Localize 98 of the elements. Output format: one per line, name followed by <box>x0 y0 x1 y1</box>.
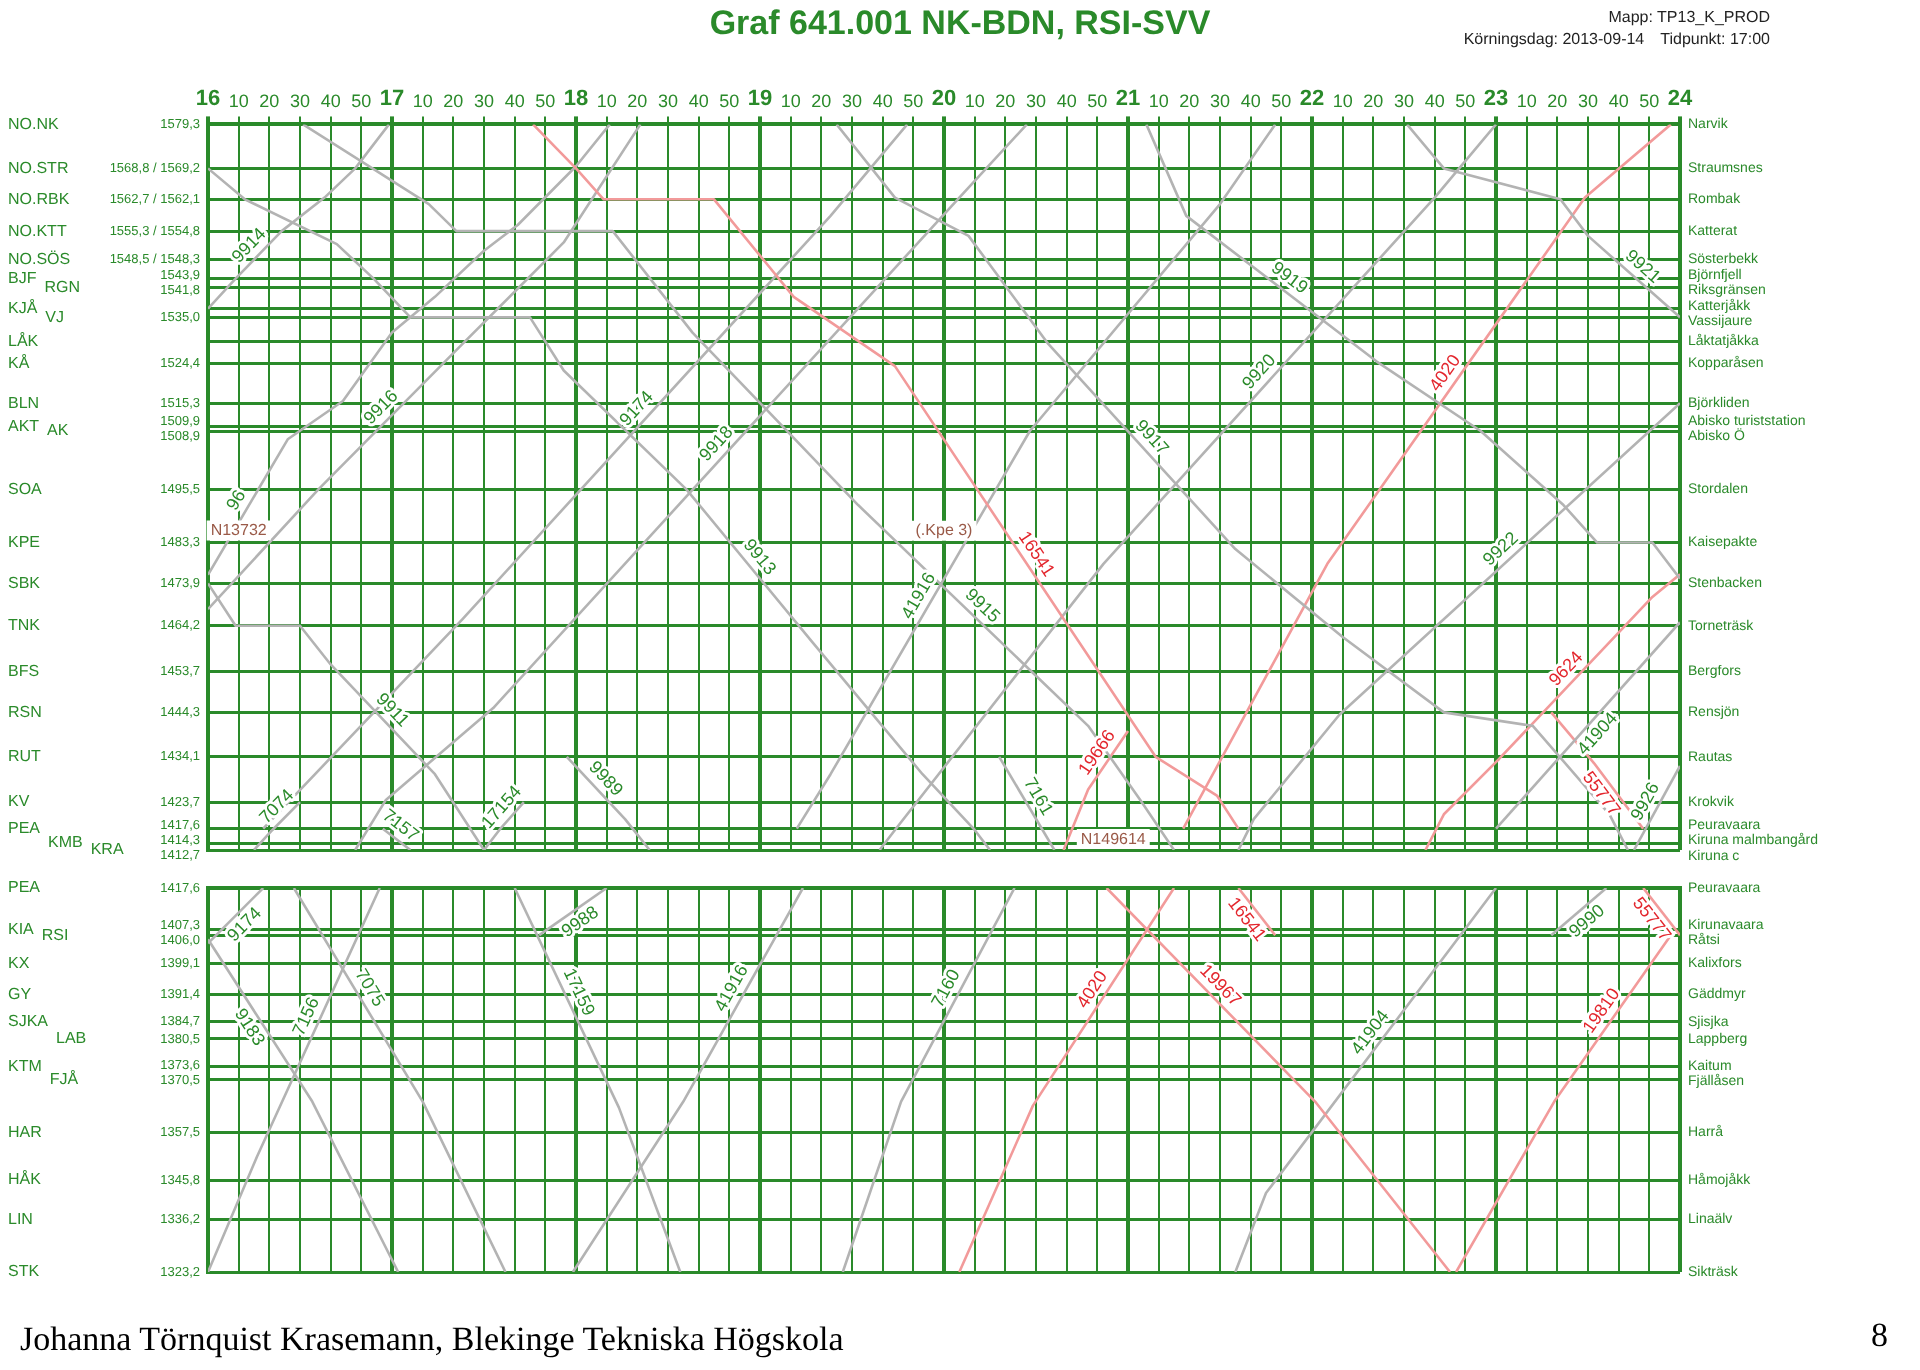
x-tick-label: 23 <box>1483 87 1509 112</box>
x-tick-label: 20 <box>1363 90 1384 111</box>
text: KX <box>8 953 31 972</box>
x-tick-label: 20 <box>259 90 280 111</box>
text: 96 <box>222 486 250 514</box>
text: KV <box>8 792 31 811</box>
x-tick-label: 40 <box>320 90 341 111</box>
text: Mapp: TP13_K_PROD <box>1608 8 1770 26</box>
x-tick-label: 10 <box>412 90 433 111</box>
text: SJKA <box>8 1012 50 1031</box>
text: KIA <box>8 920 36 939</box>
text: Johanna Törnquist Krasemann, Blekinge Tekniska Högskola <box>20 1320 844 1360</box>
text: AKT <box>8 417 40 436</box>
x-tick-label: 21 <box>1115 87 1141 112</box>
chart-title: Graf 641.001 NK-BDN, RSI-SVV <box>709 4 1211 42</box>
x-tick-label: 30 <box>1577 90 1599 111</box>
x-tick-label: 20 <box>627 90 648 111</box>
x-tick-label: 50 <box>719 90 740 111</box>
x-tick-label: 20 <box>1179 90 1200 111</box>
text: RSI <box>41 925 69 944</box>
text: PEA <box>8 878 42 897</box>
x-tick-label: 50 <box>1639 90 1660 111</box>
x-tick-label: 40 <box>1056 90 1077 111</box>
x-tick-label: 20 <box>811 90 832 111</box>
x-tick-label: 22 <box>1299 87 1325 112</box>
text: RSN <box>8 702 43 721</box>
text: RUT <box>8 747 42 766</box>
x-tick-label: 30 <box>841 90 863 111</box>
text: TNK <box>8 616 42 635</box>
text: KTM <box>8 1057 43 1076</box>
text: NO.STR <box>8 158 69 177</box>
text: BFS <box>8 661 40 680</box>
text: 7156 <box>288 994 324 1039</box>
x-tick-label: 50 <box>1455 90 1476 111</box>
annotation: (.Kpe 3) <box>915 521 974 540</box>
text: 8 <box>1871 1316 1888 1356</box>
x-tick-label: 20 <box>931 87 957 112</box>
text: Tidpunkt: 17:00 <box>1660 30 1770 48</box>
x-tick-label: 16 <box>195 87 221 112</box>
x-tick-label: 10 <box>964 90 985 111</box>
x-tick-label: 50 <box>903 90 924 111</box>
text: STK <box>8 1262 41 1281</box>
x-tick-label: 40 <box>1424 90 1445 111</box>
x-tick-label: 30 <box>1393 90 1415 111</box>
text: LIN <box>8 1209 34 1228</box>
x-tick-label: 10 <box>1148 90 1169 111</box>
text: PEA <box>8 819 42 838</box>
text: LAB <box>56 1029 87 1048</box>
text: BJF <box>8 268 37 287</box>
x-tick-label: 30 <box>1209 90 1231 111</box>
x-tick-label: 40 <box>1240 90 1261 111</box>
text: KRA <box>90 840 125 859</box>
x-tick-label: 30 <box>473 90 495 111</box>
text: VJ <box>45 307 65 326</box>
text: KÅ <box>8 353 31 372</box>
text: LÅK <box>8 331 40 350</box>
text: AK <box>47 421 70 440</box>
annotation: N13732 <box>210 520 268 539</box>
x-tick-label: 40 <box>1608 90 1629 111</box>
x-tick-label: 50 <box>535 90 556 111</box>
x-tick-label: 20 <box>1547 90 1568 111</box>
x-tick-label: 50 <box>351 90 372 111</box>
annotation: N149614 <box>1080 829 1147 848</box>
x-tick-label: 20 <box>443 90 464 111</box>
text: GY <box>8 984 33 1003</box>
x-tick-label: 10 <box>228 90 249 111</box>
x-tick-label: 30 <box>1025 90 1047 111</box>
x-tick-label: 30 <box>657 90 679 111</box>
x-tick-label: 10 <box>1332 90 1353 111</box>
text: NO.NK <box>8 114 60 133</box>
x-tick-label: 40 <box>872 90 893 111</box>
text: KJÅ <box>8 299 39 318</box>
x-tick-label: 10 <box>596 90 617 111</box>
x-tick-label: 24 <box>1667 87 1694 112</box>
text: SBK <box>8 573 42 592</box>
x-tick-label: 18 <box>563 87 589 112</box>
x-tick-label: 10 <box>780 90 801 111</box>
text: RGN <box>44 278 81 297</box>
x-tick-label: 20 <box>995 90 1016 111</box>
text: SOA <box>8 479 44 498</box>
x-tick-label: 40 <box>688 90 709 111</box>
x-tick-label: 17 <box>379 87 405 112</box>
x-tick-label: 30 <box>289 90 311 111</box>
text: HÅK <box>8 1170 43 1189</box>
text: NO.KTT <box>8 221 67 240</box>
x-tick-label: 40 <box>504 90 525 111</box>
x-tick-label: 50 <box>1087 90 1108 111</box>
text: KPE <box>8 532 41 551</box>
x-tick-label: 10 <box>1516 90 1537 111</box>
text: NO.RBK <box>8 189 71 208</box>
x-tick-label: 50 <box>1271 90 1292 111</box>
text: Körningsdag: 2013-09-14 <box>1463 30 1645 48</box>
text: FJÅ <box>49 1070 80 1088</box>
text: HAR <box>8 1122 43 1141</box>
text: NO.SÖS <box>8 249 71 268</box>
x-tick-label: 19 <box>747 87 773 112</box>
text: KMB <box>48 833 83 852</box>
text: BLN <box>8 393 40 412</box>
